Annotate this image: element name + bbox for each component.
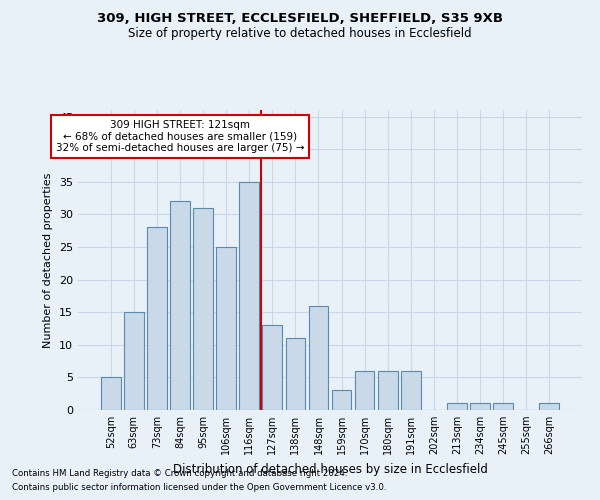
Bar	[170, 202, 190, 410]
Bar	[539, 404, 559, 410]
Text: Contains public sector information licensed under the Open Government Licence v3: Contains public sector information licen…	[12, 484, 386, 492]
Bar	[355, 371, 374, 410]
Bar	[401, 371, 421, 410]
Text: 309, HIGH STREET, ECCLESFIELD, SHEFFIELD, S35 9XB: 309, HIGH STREET, ECCLESFIELD, SHEFFIELD…	[97, 12, 503, 26]
Bar	[470, 404, 490, 410]
X-axis label: Distribution of detached houses by size in Ecclesfield: Distribution of detached houses by size …	[173, 462, 487, 475]
Bar	[378, 371, 398, 410]
Bar	[447, 404, 467, 410]
Bar	[262, 325, 282, 410]
Bar	[101, 378, 121, 410]
Bar	[286, 338, 305, 410]
Bar	[239, 182, 259, 410]
Text: Size of property relative to detached houses in Ecclesfield: Size of property relative to detached ho…	[128, 28, 472, 40]
Bar	[124, 312, 143, 410]
Bar	[193, 208, 213, 410]
Bar	[493, 404, 513, 410]
Y-axis label: Number of detached properties: Number of detached properties	[43, 172, 53, 348]
Text: Contains HM Land Registry data © Crown copyright and database right 2024.: Contains HM Land Registry data © Crown c…	[12, 468, 347, 477]
Bar	[308, 306, 328, 410]
Bar	[217, 247, 236, 410]
Bar	[332, 390, 352, 410]
Bar	[147, 228, 167, 410]
Text: 309 HIGH STREET: 121sqm
← 68% of detached houses are smaller (159)
32% of semi-d: 309 HIGH STREET: 121sqm ← 68% of detache…	[56, 120, 304, 153]
